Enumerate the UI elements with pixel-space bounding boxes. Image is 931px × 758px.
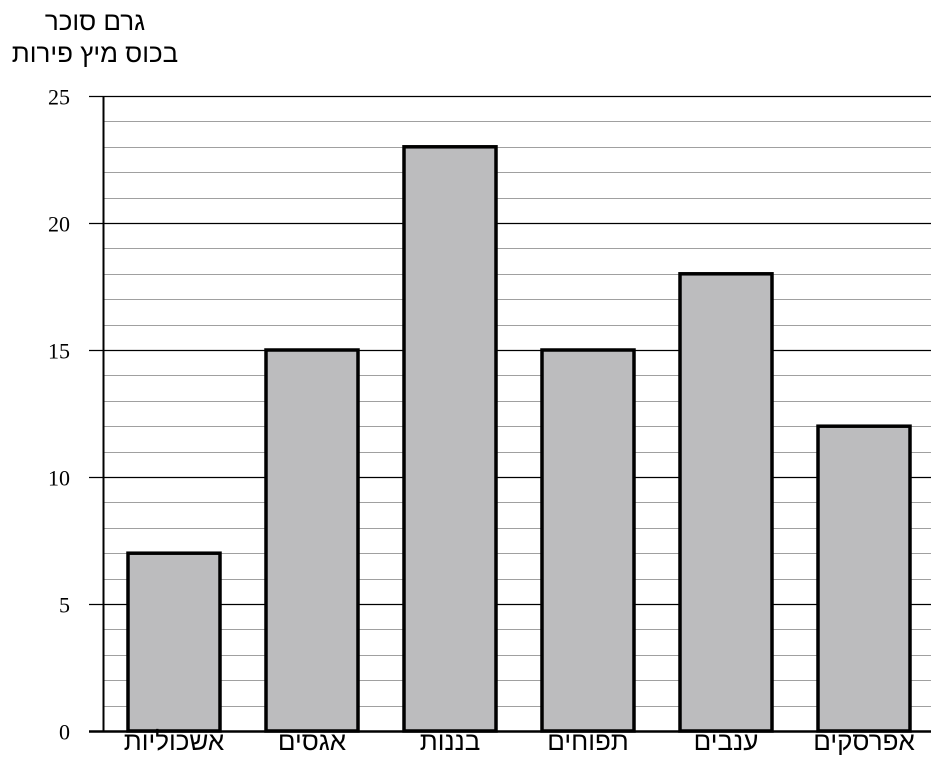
y-axis-label-line-2: בכוס מיץ פירות: [11, 38, 179, 68]
axes: [89, 96, 931, 733]
y-tick-label: 0: [59, 720, 70, 745]
bar: [678, 272, 774, 733]
grid-lines: [89, 95, 931, 733]
bar: [402, 145, 498, 733]
x-category-label: ענבים: [694, 726, 759, 756]
x-category-label: אגסים: [278, 726, 346, 756]
y-tick-label: 15: [48, 339, 70, 364]
x-category-label: אשכוליות: [124, 726, 224, 756]
bars: [126, 145, 912, 733]
bar: [816, 424, 912, 733]
bar: [540, 348, 636, 733]
y-tick-labels: 0 5 10 15 20 25: [48, 85, 70, 745]
x-category-label: בננות: [420, 726, 481, 756]
y-tick-label: 5: [59, 593, 70, 618]
x-category-labels: אשכוליות אגסים בננות תפוחים ענבים אפרסקים: [124, 726, 915, 756]
y-tick-label: 10: [48, 466, 70, 491]
bar: [126, 551, 222, 733]
y-tick-label: 25: [48, 85, 70, 110]
x-category-label: אפרסקים: [813, 726, 915, 756]
y-tick-label: 20: [48, 212, 70, 237]
y-axis-label-line-1: גרם סוכר: [44, 6, 146, 36]
x-category-label: תפוחים: [547, 726, 629, 756]
bar: [264, 348, 360, 733]
